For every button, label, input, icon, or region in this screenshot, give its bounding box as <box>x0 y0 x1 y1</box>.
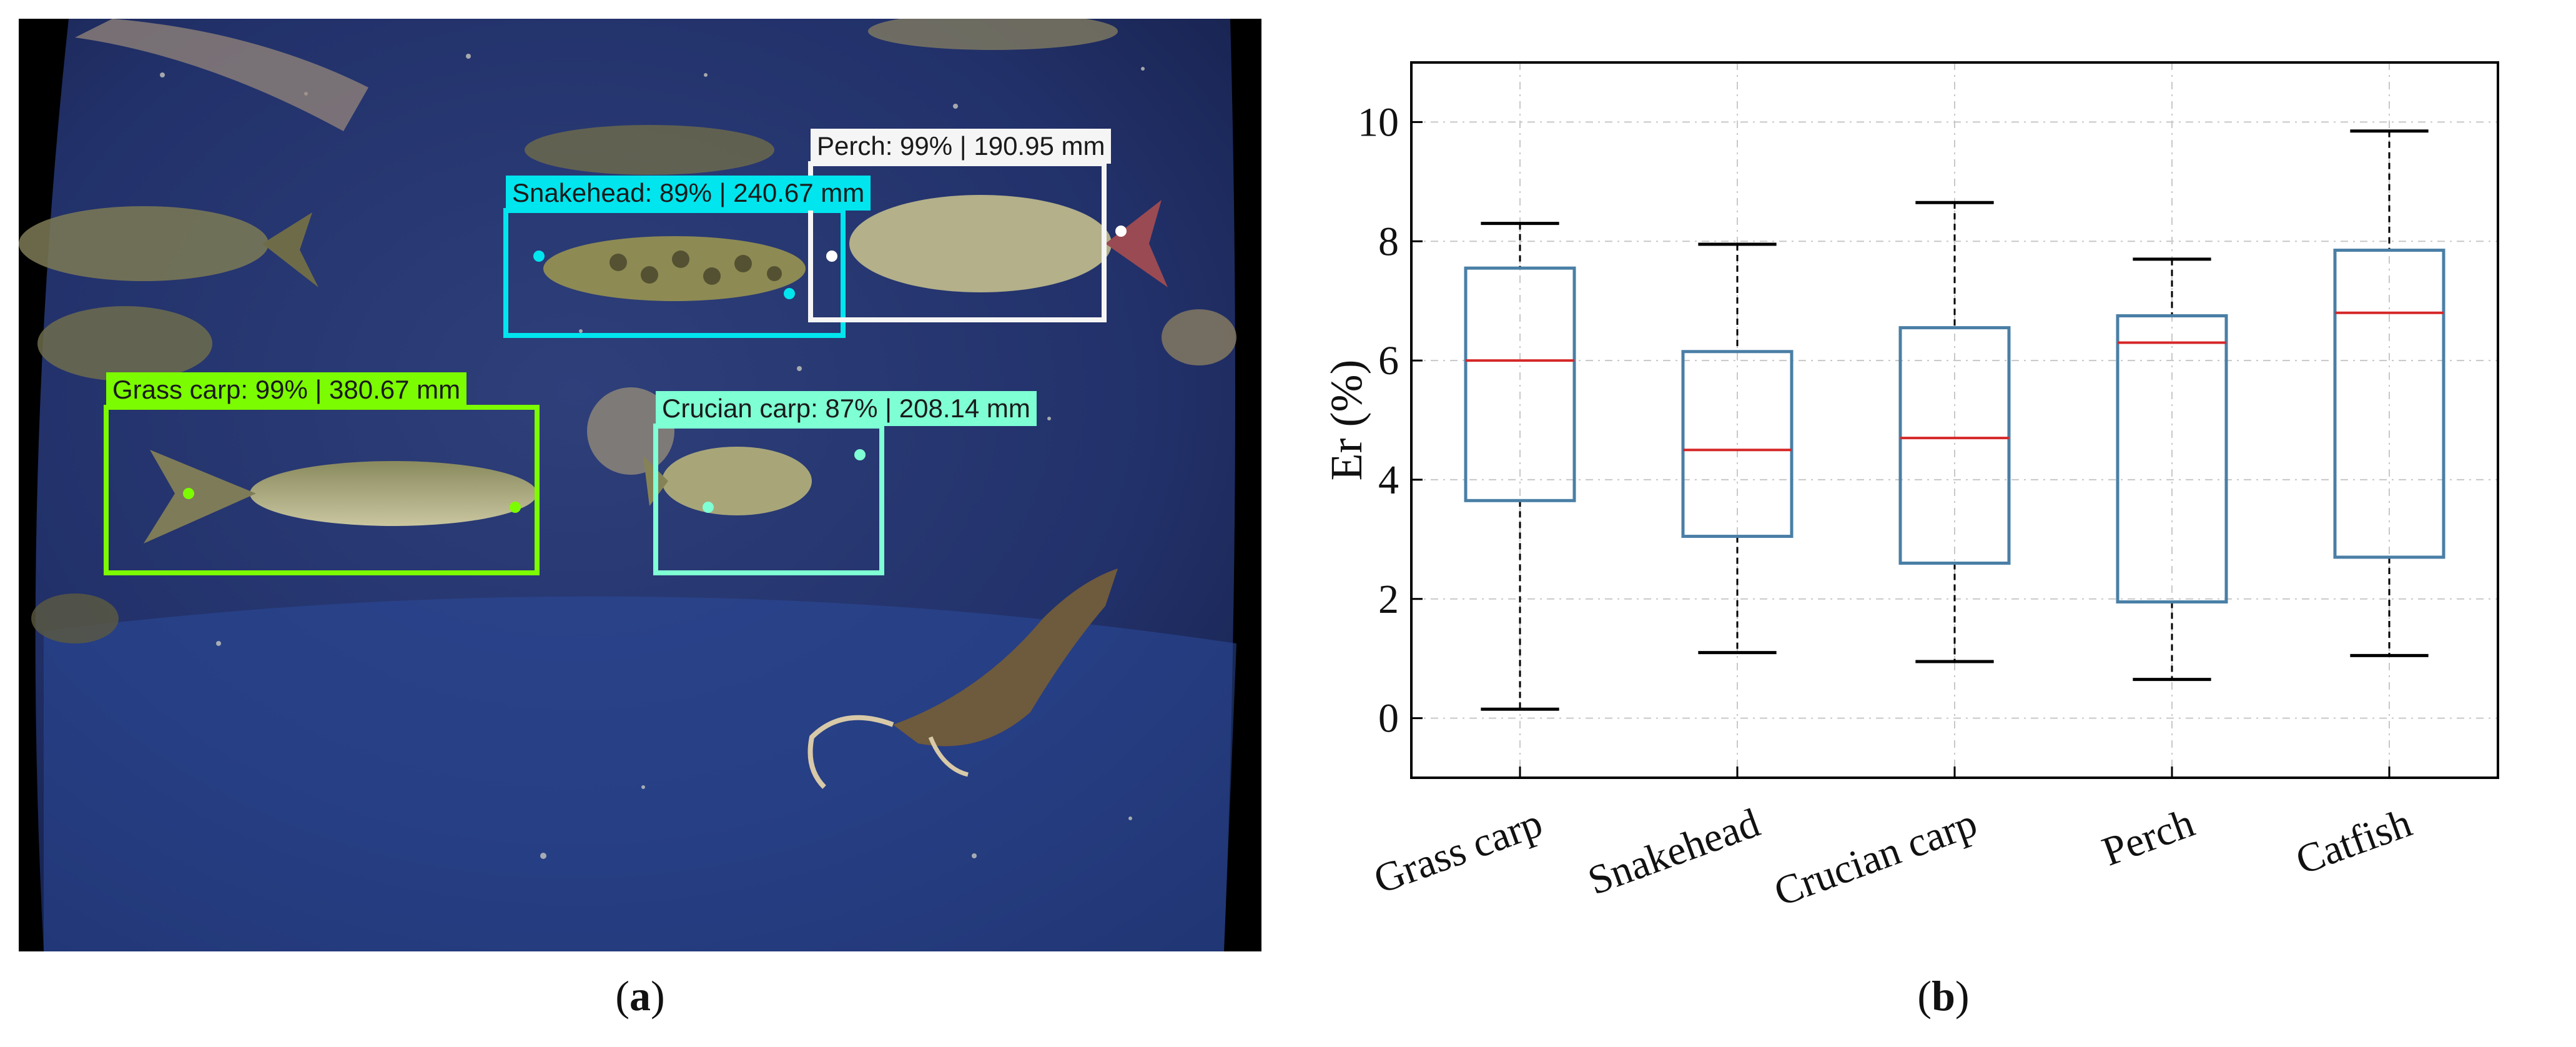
iqr-box <box>1681 350 1794 538</box>
catfish-fish <box>807 568 1118 789</box>
keypoint <box>703 502 714 513</box>
snakehead-fish <box>543 236 806 301</box>
y-tick-label: 6 <box>1378 338 1399 384</box>
y-tick-label: 8 <box>1378 219 1399 264</box>
keypoint <box>854 449 866 460</box>
perch-fish <box>849 195 1168 292</box>
crucian-carp-bbox <box>653 424 884 575</box>
y-tick-label: 0 <box>1378 696 1399 742</box>
grass-carp-fish <box>144 450 537 543</box>
box-catfish <box>2333 129 2445 657</box>
keypoint <box>784 288 795 299</box>
x-tick-label: Grass carp <box>1368 800 1548 902</box>
grass-carp-label: Grass carp: 99% | 380.67 mm <box>106 372 467 407</box>
crucian-carp-label: Crucian carp: 87% | 208.14 mm <box>656 391 1037 426</box>
x-tick-label: Snakehead <box>1582 800 1766 903</box>
keypoint <box>826 251 837 262</box>
box-crucian-carp <box>1898 201 2011 663</box>
error-rate-boxplot: 0 2 4 6 8 10 Grass carp Snakehead Crucian carp Pe… <box>1311 25 2576 962</box>
caption-b: (b) <box>1917 972 1970 1020</box>
detection-photo: Grass carp: 99% | 380.67 mm Snakehead: 8… <box>19 19 1261 951</box>
background-fish <box>19 19 1236 643</box>
box-snakehead <box>1681 242 1794 655</box>
snakehead-bbox <box>503 208 846 338</box>
y-axis-label: Er (%) <box>1321 360 1371 481</box>
box-perch <box>2116 257 2228 682</box>
keypoint <box>1115 226 1127 237</box>
fish-tank-image <box>19 19 1236 951</box>
iqr-box <box>1464 266 1576 502</box>
y-tick-label: 4 <box>1378 457 1399 503</box>
x-tick-label: Catfish <box>2290 800 2417 883</box>
snakehead-label: Snakehead: 89% | 240.67 mm <box>506 176 871 211</box>
box-grass-carp <box>1464 222 1576 711</box>
grass-carp-bbox <box>104 405 540 575</box>
keypoint <box>183 488 194 499</box>
perch-bbox <box>808 161 1107 322</box>
x-tick-label: Perch <box>2096 800 2200 875</box>
y-tick-label: 2 <box>1378 577 1399 622</box>
y-tick-label: 10 <box>1358 99 1399 145</box>
perch-label: Perch: 99% | 190.95 mm <box>811 129 1112 164</box>
keypoint <box>533 251 545 262</box>
iqr-box <box>2333 249 2445 559</box>
iqr-box <box>2116 314 2228 604</box>
caption-a: (a) <box>615 972 665 1020</box>
keypoint <box>510 502 521 513</box>
iqr-box <box>1898 326 2011 565</box>
x-tick-label: Crucian carp <box>1769 800 1983 915</box>
boxplot-svg: 0 2 4 6 8 10 Grass carp Snakehead Crucian carp Pe… <box>1321 61 2499 915</box>
